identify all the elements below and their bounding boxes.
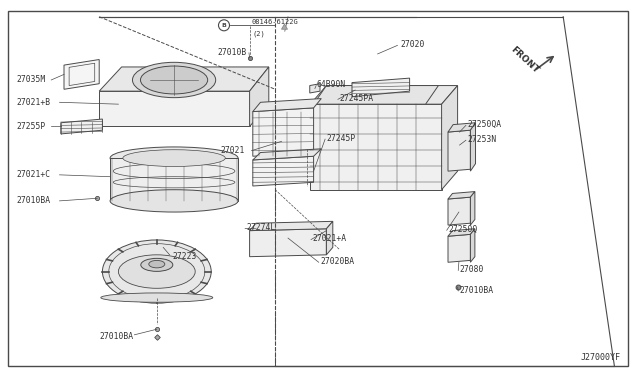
Text: 27253N: 27253N: [467, 135, 497, 144]
Text: 27021+B: 27021+B: [16, 98, 50, 107]
Polygon shape: [448, 192, 475, 199]
Ellipse shape: [101, 293, 212, 302]
Text: FRONT: FRONT: [509, 44, 541, 75]
Text: 27035M: 27035M: [16, 76, 45, 84]
Text: 27020: 27020: [400, 40, 424, 49]
Polygon shape: [310, 84, 320, 93]
Polygon shape: [253, 149, 321, 160]
Ellipse shape: [141, 66, 208, 94]
Text: J27000YF: J27000YF: [580, 353, 621, 362]
Polygon shape: [253, 108, 314, 156]
Polygon shape: [61, 119, 102, 134]
Polygon shape: [64, 60, 99, 89]
Polygon shape: [442, 86, 458, 190]
Polygon shape: [250, 229, 326, 257]
Polygon shape: [99, 67, 269, 91]
Text: 27021+C: 27021+C: [16, 170, 50, 179]
Text: B: B: [221, 23, 227, 28]
Polygon shape: [310, 86, 458, 104]
Text: 27274L: 27274L: [246, 223, 276, 232]
Text: 27010BA: 27010BA: [16, 196, 50, 205]
Polygon shape: [448, 123, 476, 132]
Text: 27010BA: 27010BA: [460, 286, 493, 295]
Text: 64B90N: 64B90N: [317, 80, 346, 89]
Text: 27010B: 27010B: [218, 48, 247, 57]
Polygon shape: [448, 130, 470, 171]
Polygon shape: [253, 99, 321, 112]
Polygon shape: [250, 67, 269, 126]
Text: 27021: 27021: [221, 146, 245, 155]
Ellipse shape: [132, 62, 216, 98]
Text: 27223: 27223: [173, 252, 197, 261]
Polygon shape: [352, 78, 410, 97]
Polygon shape: [470, 192, 475, 225]
Text: 27250Q: 27250Q: [448, 225, 477, 234]
Text: 27245P: 27245P: [326, 134, 356, 143]
Ellipse shape: [110, 147, 238, 169]
Text: 27080: 27080: [460, 265, 484, 274]
Polygon shape: [470, 123, 476, 171]
Polygon shape: [470, 229, 475, 262]
Polygon shape: [250, 221, 333, 231]
Ellipse shape: [123, 150, 225, 167]
Ellipse shape: [118, 255, 195, 288]
Polygon shape: [253, 156, 314, 186]
Polygon shape: [448, 234, 470, 262]
Polygon shape: [314, 86, 438, 104]
Ellipse shape: [102, 240, 211, 303]
Polygon shape: [326, 221, 333, 255]
Ellipse shape: [149, 260, 165, 268]
Polygon shape: [110, 158, 238, 201]
Text: (2): (2): [252, 30, 265, 36]
Text: 27021+A: 27021+A: [312, 234, 346, 243]
Polygon shape: [448, 197, 470, 225]
Polygon shape: [99, 91, 250, 126]
Text: 27245PA: 27245PA: [339, 94, 373, 103]
Ellipse shape: [141, 258, 173, 272]
Ellipse shape: [110, 190, 238, 212]
Text: 27010BA: 27010BA: [99, 332, 133, 341]
Text: 27255P: 27255P: [16, 122, 45, 131]
Text: 27020BA: 27020BA: [320, 257, 354, 266]
Text: 08146-6122G: 08146-6122G: [252, 19, 299, 25]
Text: 27250QA: 27250QA: [467, 120, 501, 129]
Polygon shape: [310, 104, 442, 190]
Polygon shape: [448, 229, 475, 236]
